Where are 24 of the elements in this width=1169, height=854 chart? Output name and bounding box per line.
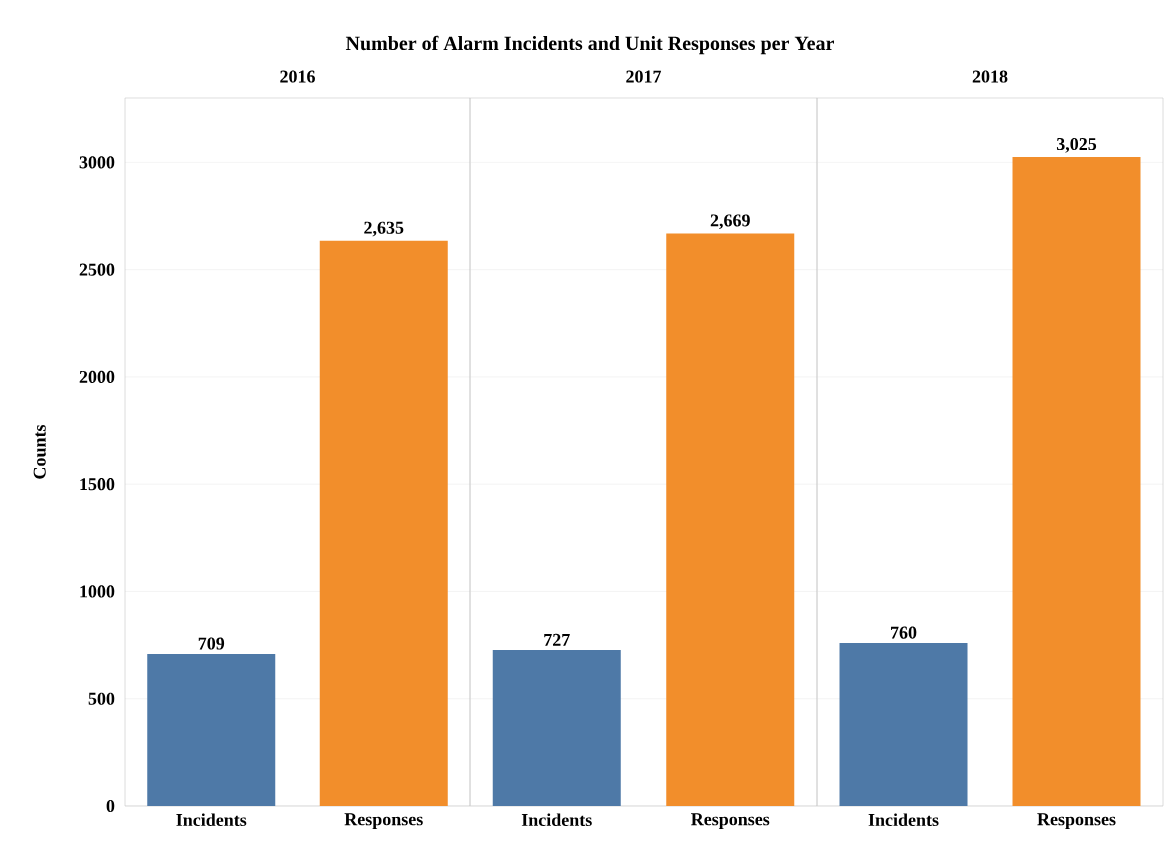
y-axis-title: Counts [33,424,46,479]
y-tick-label: 2000 [79,370,115,383]
y-tick-label: 2500 [79,263,115,276]
chart-subtitle: 2017 [626,70,662,83]
y-tick-label: 0 [106,799,115,813]
y-tick-label: 1000 [80,585,115,598]
x-tick-label: Incidents [176,813,247,827]
data-label: 3,025 [1056,137,1097,153]
data-label: 2,669 [710,214,750,230]
chart-subtitle: 2016 [280,70,315,83]
x-tick-label: Responses [1037,813,1116,829]
data-label: 2,635 [364,221,404,237]
y-tick-label: 500 [88,692,115,705]
data-label: 760 [891,626,917,639]
x-tick-label: Responses [691,813,770,829]
text: Number of Alarm Incidents and Unit Responses per Year [345,35,834,55]
x-tick-label: Incidents [521,813,592,827]
y-tick-label: 1500 [80,478,115,491]
x-tick-label: Incidents [868,813,939,827]
data-label: 709 [198,637,225,650]
y-tick-label: 3000 [79,156,115,169]
data-label: 727 [544,633,570,646]
x-tick-label: Responses [344,813,423,829]
chart-subtitle: 2018 [972,70,1008,83]
